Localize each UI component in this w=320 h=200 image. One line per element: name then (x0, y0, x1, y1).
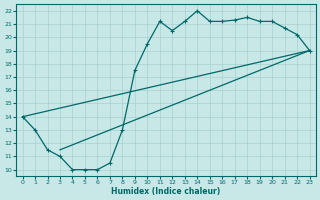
X-axis label: Humidex (Indice chaleur): Humidex (Indice chaleur) (111, 187, 221, 196)
